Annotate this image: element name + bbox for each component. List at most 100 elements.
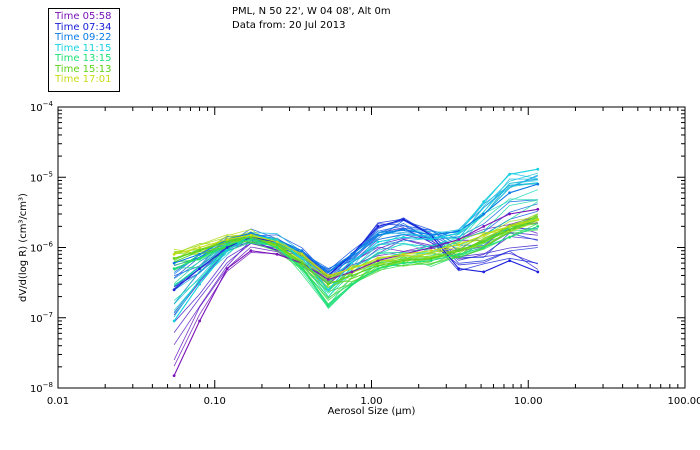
header-location: PML, N 50 22', W 04 08', Alt 0m [232, 6, 391, 17]
data-point [457, 243, 461, 247]
data-point [172, 261, 176, 265]
y-tick-label: 10−8 [30, 381, 53, 395]
data-point [225, 240, 229, 244]
data-point [536, 225, 540, 228]
x-tick-label: 0.10 [204, 396, 226, 407]
data-point [249, 249, 253, 253]
data-point [457, 252, 461, 256]
data-point [350, 267, 354, 270]
background-trace [174, 221, 538, 284]
legend-item: Time 15:13 [55, 63, 112, 75]
legend-item: Time 13:15 [55, 53, 112, 64]
x-tick-label: 0.01 [47, 396, 69, 407]
data-point [300, 261, 304, 265]
data-point [172, 288, 176, 292]
data-point [402, 228, 405, 232]
legend-item: Time 11:15 [55, 42, 112, 54]
data-point [508, 228, 511, 232]
data-point [536, 182, 540, 186]
x-tick-label: 10.00 [514, 396, 543, 407]
data-point [350, 252, 354, 256]
data-point [198, 319, 202, 323]
data-point [429, 233, 433, 237]
data-point [482, 225, 486, 228]
data-point [198, 246, 202, 249]
legend-item: Time 07:34 [55, 21, 112, 33]
data-point [482, 200, 486, 204]
data-point [350, 274, 354, 277]
data-point [300, 257, 304, 260]
legend-item: Time 17:01 [55, 74, 112, 85]
y-tick-label: 10−5 [30, 170, 53, 184]
data-point [508, 225, 511, 228]
data-point [457, 249, 461, 253]
data-point [300, 252, 304, 256]
background-trace [173, 215, 538, 367]
data-point [172, 257, 176, 260]
data-point [376, 267, 380, 270]
data-point [457, 267, 461, 270]
data-point [275, 238, 279, 241]
data-point [482, 240, 486, 244]
data-point [376, 264, 380, 268]
data-point [508, 259, 511, 262]
y-tick-label: 10−4 [30, 100, 54, 114]
data-point [326, 282, 330, 286]
y-axis-title: dV/d(log R) (cm³/cm³) [18, 193, 29, 302]
data-point [508, 172, 511, 176]
data-point [402, 252, 405, 256]
data-point [300, 267, 304, 270]
data-point [402, 218, 405, 221]
data-point [198, 282, 202, 286]
data-point [429, 257, 433, 260]
y-tick-label: 10−6 [30, 241, 54, 255]
data-point [376, 257, 380, 260]
data-point [172, 374, 176, 377]
chart-axes: 0.01 0.10 1.00 10.00 100.00 10−8 10−7 10−6 10−5 1… [18, 100, 700, 417]
x-tick-label: 1.00 [360, 396, 382, 407]
data-point [457, 238, 461, 241]
data-point [225, 267, 229, 270]
data-point [326, 288, 330, 292]
data-point [508, 235, 511, 239]
data-point [402, 259, 405, 262]
data-point [350, 282, 354, 286]
data-point [429, 246, 433, 249]
data-point [249, 235, 253, 239]
data-point [326, 304, 330, 307]
data-point [402, 235, 405, 239]
data-point [198, 257, 202, 260]
data-point [376, 225, 380, 228]
legend: Time 05:58 Time 07:34 Time 09:22 Time 11… [48, 8, 120, 92]
data-point [172, 252, 176, 256]
data-point [429, 249, 433, 253]
y-tick-label: 10−7 [30, 311, 53, 325]
data-point [508, 191, 511, 195]
data-point [376, 233, 380, 237]
data-point [275, 246, 279, 249]
data-point [429, 238, 433, 241]
data-point [376, 259, 380, 262]
data-point [198, 249, 202, 253]
x-axis-title: Aerosol Size (µm) [328, 406, 416, 417]
data-point [225, 246, 229, 249]
data-point [429, 259, 433, 262]
data-point [225, 238, 229, 241]
data-point [482, 233, 486, 237]
data-point [198, 252, 202, 256]
data-point [350, 270, 354, 274]
data-point [536, 270, 540, 274]
data-point [482, 270, 486, 274]
data-point [482, 246, 486, 249]
x-tick-label: 100.00 [668, 396, 700, 407]
header-date: Data from: 20 Jul 2013 [232, 20, 346, 31]
data-point [198, 267, 202, 270]
data-point [225, 243, 229, 247]
data-point [326, 274, 330, 277]
data-point [300, 249, 304, 253]
data-point [402, 261, 405, 265]
data-point [249, 238, 253, 241]
data-point [326, 278, 330, 281]
data-point [275, 252, 279, 256]
